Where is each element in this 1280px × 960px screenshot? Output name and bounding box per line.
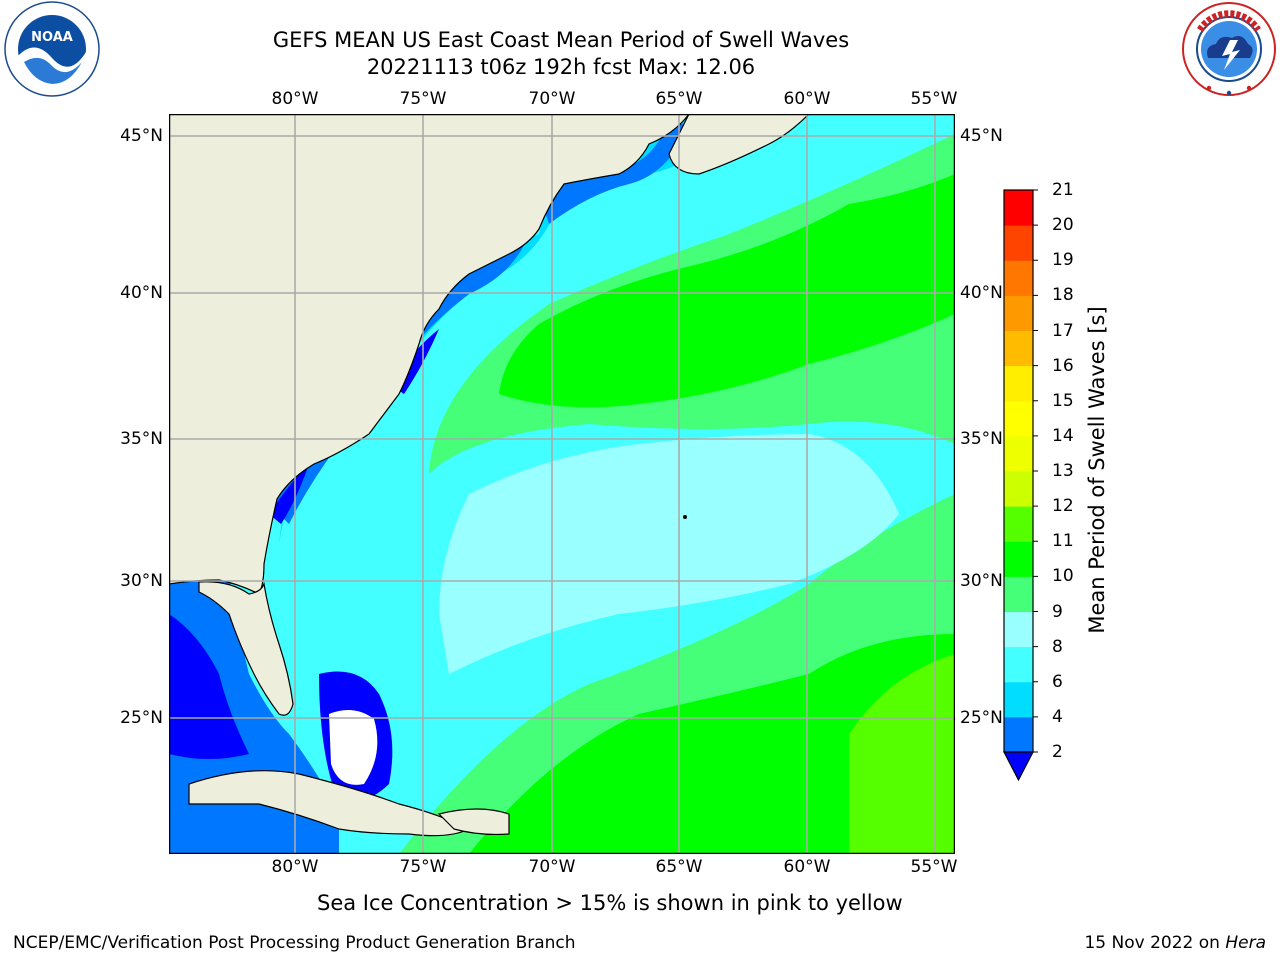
lat-label-left-25n: 25°N (120, 708, 163, 728)
lon-label-bottom-80w: 80°W (271, 857, 319, 877)
map-svg (168, 113, 956, 855)
period-10-11-north (499, 174, 955, 408)
lon-label-top-65w: 65°W (655, 89, 703, 109)
colorbar-title: Mean Period of Swell Waves [s] (1085, 306, 1109, 634)
missing-bahamas-shallows (329, 710, 378, 785)
colorbar-bin (1004, 506, 1033, 542)
colorbar-svg (1003, 189, 1038, 782)
colorbar-tick-label: 15 (1052, 390, 1074, 411)
colorbar-tick-label: 8 (1052, 636, 1063, 657)
lon-label-bottom-75w: 75°W (399, 857, 447, 877)
colorbar-tick-label: 18 (1052, 285, 1074, 306)
colorbar-bin (1004, 190, 1033, 226)
map-frame (168, 113, 956, 855)
lat-label-right-35n: 35°N (960, 429, 1003, 449)
date-line: 15 Nov 2022 on Hera (1084, 933, 1266, 953)
lat-label-left-45n: 45°N (120, 126, 163, 146)
map-panel (168, 113, 956, 855)
land-hispaniola (437, 808, 510, 836)
colorbar-tick-label: 6 (1052, 671, 1063, 692)
lat-label-right-30n: 30°N (960, 571, 1003, 591)
sea-ice-note: Sea Ice Concentration > 15% is shown in … (317, 891, 903, 915)
lon-label-bottom-65w: 65°W (655, 857, 703, 877)
map-title-line1: GEFS MEAN US East Coast Mean Period of S… (272, 28, 850, 52)
lon-label-top-70w: 70°W (528, 89, 576, 109)
lat-label-left-40n: 40°N (120, 283, 163, 303)
noaa-logo: NOAA (0, 0, 105, 100)
colorbar-bin (1004, 646, 1033, 683)
colorbar-tick-label: 2 (1052, 742, 1063, 762)
colorbar-bin (1004, 541, 1033, 577)
colorbar-bin (1004, 260, 1033, 296)
colorbar-tick-label: 20 (1052, 215, 1074, 236)
period-8-9-central (439, 434, 899, 674)
colorbar-bin (1004, 576, 1033, 612)
noaa-logo-text: NOAA (31, 30, 73, 45)
colorbar-tick-label: 16 (1052, 355, 1074, 376)
colorbar-tick-label: 10 (1052, 566, 1074, 587)
lon-label-top-55w: 55°W (910, 89, 958, 109)
lon-label-top-75w: 75°W (399, 89, 447, 109)
colorbar-bin (1004, 611, 1033, 648)
lat-label-right-25n: 25°N (960, 708, 1003, 728)
colorbar-tick-label: 4 (1052, 706, 1063, 727)
lon-label-top-60w: 60°W (783, 89, 831, 109)
credit-line: NCEP/EMC/Verification Post Processing Pr… (13, 933, 576, 953)
colorbar-bin (1004, 681, 1033, 718)
lon-label-top-80w: 80°W (271, 89, 319, 109)
colorbar-tick-label: 17 (1052, 320, 1074, 341)
land-nova-scotia (668, 113, 811, 175)
land-north-america (168, 113, 691, 595)
machine-name: Hera (1225, 933, 1266, 953)
colorbar-tick-label: 12 (1052, 496, 1074, 517)
colorbar-tick-label: 11 (1052, 531, 1074, 552)
lat-label-left-35n: 35°N (120, 429, 163, 449)
lon-label-bottom-70w: 70°W (528, 857, 576, 877)
colorbar-bin (1004, 716, 1033, 753)
period-10-11-south (469, 634, 955, 854)
colorbar-bin (1004, 295, 1033, 331)
colorbar-bin (1004, 365, 1033, 402)
colorbar-tick-label: 21 (1052, 180, 1074, 200)
period-11-12-southeast (849, 654, 955, 854)
colorbar-tick-label: 19 (1052, 250, 1074, 271)
date-text: 15 Nov 2022 on (1084, 933, 1226, 953)
colorbar-bin (1004, 471, 1033, 507)
colorbar-tick-label: 9 (1052, 601, 1063, 622)
lon-label-bottom-55w: 55°W (910, 857, 958, 877)
land-cuba (188, 770, 471, 837)
period-under-2-gulf (169, 614, 249, 759)
colorbar-bin (1004, 225, 1033, 261)
colorbar-bin (1004, 330, 1033, 367)
nws-logo (1178, 0, 1280, 100)
colorbar (1000, 186, 1040, 786)
bermuda-marker (683, 515, 687, 519)
map-title-line2: 20221113 t06z 192h fcst Max: 12.06 (366, 55, 756, 79)
lat-label-left-30n: 30°N (120, 571, 163, 591)
colorbar-tick-label: 13 (1052, 461, 1074, 481)
lat-label-right-40n: 40°N (960, 283, 1003, 303)
colorbar-under-triangle (1003, 751, 1034, 782)
land-florida (198, 581, 294, 716)
gridlines (169, 114, 955, 854)
period-under-2-georgia (269, 464, 309, 524)
colorbar-tick-label: 14 (1052, 425, 1074, 446)
lat-label-right-45n: 45°N (960, 126, 1003, 146)
colorbar-bin (1004, 400, 1033, 437)
colorbar-bin (1004, 435, 1033, 472)
lon-label-bottom-60w: 60°W (783, 857, 831, 877)
